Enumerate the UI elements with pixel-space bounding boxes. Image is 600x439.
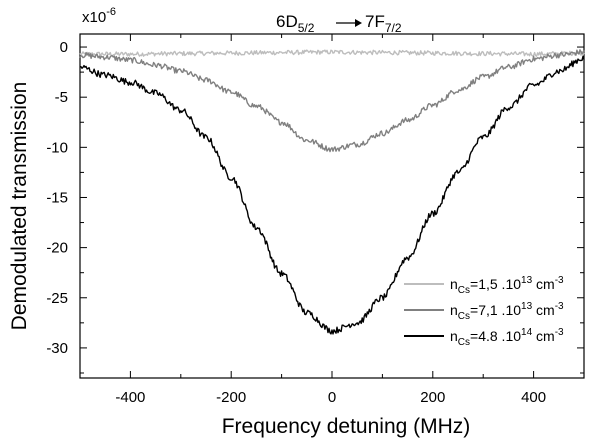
x-tick-label: 200 — [420, 389, 445, 406]
legend-label: nCs=1,5 .1013 cm-3 — [450, 275, 564, 296]
x-tick-label: -200 — [216, 389, 246, 406]
series-line — [80, 55, 585, 335]
y-axis-title: Demodulated transmission — [8, 82, 31, 331]
legend-label: nCs=4.8 .1014 cm-3 — [450, 327, 564, 348]
x-axis-title: Frequency detuning (MHz) — [222, 415, 471, 438]
title-arrow-icon — [336, 19, 362, 27]
x-tick-label: 400 — [521, 389, 546, 406]
x-tick-label: -400 — [115, 389, 145, 406]
data-traces — [79, 49, 585, 335]
y-axis-ticks: 0 -5 -10 -15 -20 -25 -30 — [46, 39, 584, 374]
chart-title: 6D5/2 — [276, 12, 315, 35]
plot-frame — [79, 33, 585, 379]
y-tick-label: 0 — [60, 39, 68, 56]
title-upper-level: 7F — [365, 12, 385, 31]
y-tick-label: -30 — [46, 340, 68, 357]
series-line — [79, 49, 585, 153]
y-tick-label: -20 — [46, 240, 68, 257]
y-tick-label: -25 — [46, 290, 68, 307]
legend: nCs=1,5 .1013 cm-3 nCs=7,1 .1013 cm-3 nCs=… — [404, 275, 564, 348]
y-tick-label: -15 — [46, 189, 68, 206]
title-lower-level: 6D — [276, 12, 298, 31]
y-tick-label: -10 — [46, 139, 68, 156]
x-tick-label: 0 — [328, 389, 336, 406]
y-tick-label: -5 — [55, 89, 68, 106]
chart-title-upper: 7F7/2 — [365, 12, 402, 35]
x-axis-ticks: -400 -200 0 200 400 — [79, 34, 585, 406]
y-multiplier: x10-6 — [82, 6, 116, 26]
legend-label: nCs=7,1 .1013 cm-3 — [450, 301, 564, 322]
series-line — [79, 49, 585, 57]
